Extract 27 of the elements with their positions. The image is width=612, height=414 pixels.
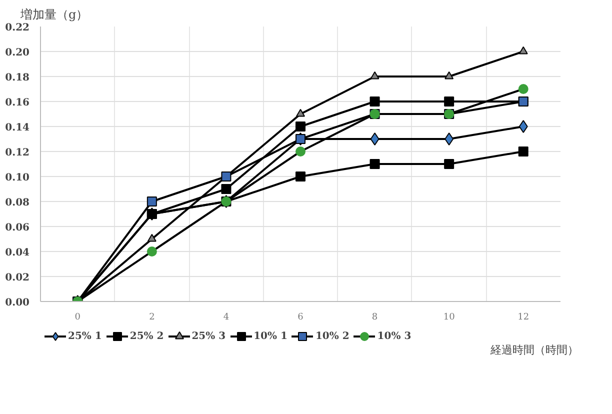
y-tick-label: 0.22 xyxy=(5,22,30,34)
legend-label: 10% 3 xyxy=(377,330,412,342)
legend-label: 10% 1 xyxy=(254,330,288,342)
legend-label: 25% 3 xyxy=(192,330,226,342)
y-tick-label: 0.04 xyxy=(5,248,30,258)
x-tick-label: 2 xyxy=(149,312,155,322)
x-axis-title: 経過時間（時間） xyxy=(490,344,578,356)
y-tick-label: 0.08 xyxy=(5,198,30,208)
y-axis-title: 増加量（g） xyxy=(20,8,88,22)
y-tick-label: 0.16 xyxy=(5,98,30,108)
y-tick-label: 0.02 xyxy=(5,272,30,284)
legend-label: 25% 2 xyxy=(130,330,164,342)
y-tick-label: 0.10 xyxy=(5,172,30,184)
y-tick-label: 0.14 xyxy=(5,122,30,134)
y-tick-label: 0.20 xyxy=(5,48,30,58)
x-tick-label: 10 xyxy=(443,312,456,322)
x-tick-label: 4 xyxy=(223,312,230,322)
x-tick-label: 0 xyxy=(74,312,81,322)
x-tick-label: 12 xyxy=(518,312,530,322)
legend-label: 10% 2 xyxy=(315,330,350,342)
legend-label: 25% 1 xyxy=(68,330,102,342)
x-tick-label: 6 xyxy=(298,312,304,322)
y-tick-label: 0.12 xyxy=(5,148,30,158)
y-tick-label: 0.00 xyxy=(5,298,30,308)
x-tick-label: 8 xyxy=(372,312,378,322)
y-tick-label: 0.06 xyxy=(5,222,30,234)
y-tick-label: 0.18 xyxy=(5,72,30,84)
